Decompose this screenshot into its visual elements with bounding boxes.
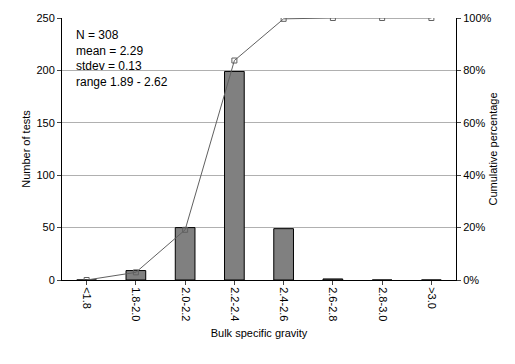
svg-text:2.4-2.6: 2.4-2.6 (278, 287, 290, 321)
svg-text:>3.0: >3.0 (426, 287, 438, 309)
svg-text:80%: 80% (463, 64, 485, 76)
svg-text:1.8-2.0: 1.8-2.0 (130, 287, 142, 321)
svg-text:40%: 40% (463, 169, 485, 181)
svg-text:0: 0 (49, 274, 55, 286)
svg-text:250: 250 (36, 12, 54, 24)
svg-text:100: 100 (36, 169, 54, 181)
svg-text:2.6-2.8: 2.6-2.8 (327, 287, 339, 321)
svg-text:150: 150 (36, 117, 54, 129)
svg-text:100%: 100% (463, 12, 491, 24)
svg-text:2.0-2.2: 2.0-2.2 (180, 287, 192, 321)
svg-text:60%: 60% (463, 117, 485, 129)
svg-text:20%: 20% (463, 221, 485, 233)
svg-text:200: 200 (36, 64, 54, 76)
svg-text:2.2-2.4: 2.2-2.4 (229, 287, 241, 321)
svg-text:N = 308mean = 2.29stdev = 0.13: N = 308mean = 2.29stdev = 0.13range 1.89… (76, 28, 168, 89)
svg-text:0%: 0% (463, 274, 479, 286)
svg-text:Number of tests: Number of tests (20, 110, 32, 188)
svg-text:Cumulative percentage: Cumulative percentage (487, 92, 499, 205)
svg-text:<1.8: <1.8 (81, 287, 93, 309)
svg-text:50: 50 (43, 221, 55, 233)
svg-text:Bulk specific gravity: Bulk specific gravity (211, 327, 308, 339)
svg-text:2.8-3.0: 2.8-3.0 (377, 287, 389, 321)
